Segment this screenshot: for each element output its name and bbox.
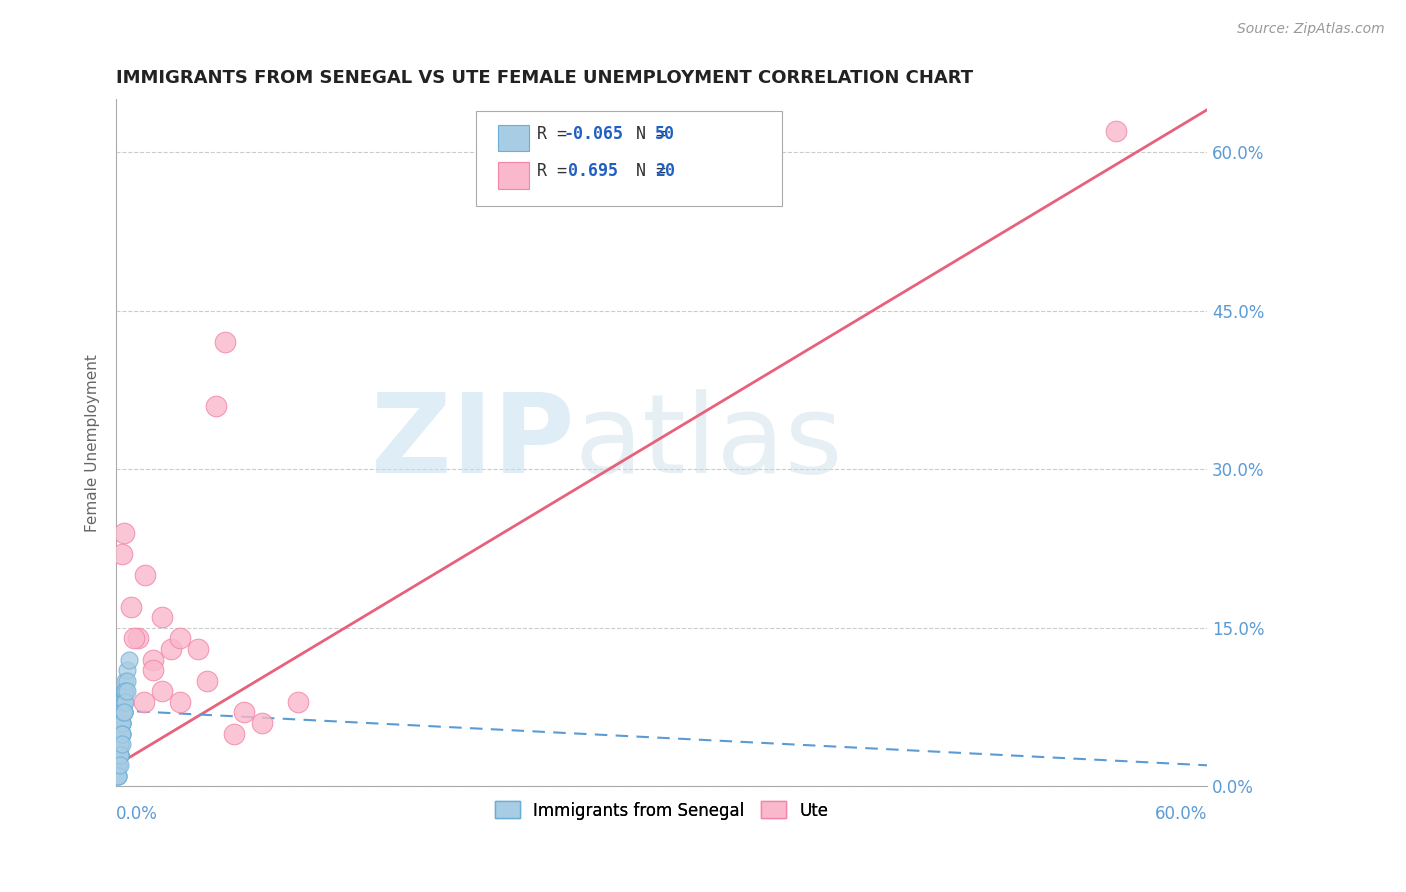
Point bbox=[107, 716, 129, 731]
Point bbox=[112, 706, 135, 720]
Point bbox=[132, 695, 155, 709]
Point bbox=[111, 547, 134, 561]
Point bbox=[287, 695, 309, 709]
Point bbox=[108, 747, 131, 762]
Point bbox=[108, 747, 131, 762]
Point bbox=[150, 684, 173, 698]
Text: N =: N = bbox=[616, 125, 676, 143]
Point bbox=[107, 758, 129, 772]
Point bbox=[112, 706, 135, 720]
Text: -0.065: -0.065 bbox=[564, 125, 623, 143]
Point bbox=[108, 747, 131, 762]
Text: atlas: atlas bbox=[575, 389, 844, 496]
Point bbox=[232, 706, 254, 720]
Point bbox=[108, 758, 131, 772]
Point bbox=[115, 663, 138, 677]
FancyBboxPatch shape bbox=[498, 162, 529, 188]
Text: 0.695: 0.695 bbox=[568, 162, 617, 180]
Point bbox=[114, 684, 136, 698]
Point bbox=[195, 673, 218, 688]
Point bbox=[111, 706, 134, 720]
Point bbox=[112, 695, 135, 709]
Point bbox=[107, 726, 129, 740]
Point bbox=[112, 706, 135, 720]
Point bbox=[112, 695, 135, 709]
Text: R =: R = bbox=[537, 125, 578, 143]
Point bbox=[115, 673, 138, 688]
Point bbox=[108, 737, 131, 751]
Point bbox=[142, 663, 165, 677]
FancyBboxPatch shape bbox=[498, 125, 529, 151]
Point bbox=[107, 737, 129, 751]
Point bbox=[112, 706, 135, 720]
Point bbox=[115, 684, 138, 698]
Point bbox=[124, 632, 146, 646]
Point bbox=[111, 726, 134, 740]
Point bbox=[108, 747, 131, 762]
Text: 20: 20 bbox=[655, 162, 675, 180]
Point bbox=[118, 652, 141, 666]
Point bbox=[142, 652, 165, 666]
Point bbox=[108, 737, 131, 751]
Point bbox=[150, 610, 173, 624]
Point bbox=[159, 642, 181, 657]
Point bbox=[169, 695, 191, 709]
Point bbox=[107, 758, 129, 772]
Point bbox=[111, 726, 134, 740]
Point bbox=[107, 769, 129, 783]
Point bbox=[108, 747, 131, 762]
Text: 50: 50 bbox=[655, 125, 675, 143]
Point bbox=[187, 642, 209, 657]
Point bbox=[111, 737, 134, 751]
Y-axis label: Female Unemployment: Female Unemployment bbox=[86, 354, 100, 532]
Point bbox=[111, 726, 134, 740]
Point bbox=[114, 695, 136, 709]
Point bbox=[107, 758, 129, 772]
Point bbox=[224, 726, 246, 740]
Point bbox=[111, 706, 134, 720]
Point bbox=[107, 758, 129, 772]
Text: IMMIGRANTS FROM SENEGAL VS UTE FEMALE UNEMPLOYMENT CORRELATION CHART: IMMIGRANTS FROM SENEGAL VS UTE FEMALE UN… bbox=[117, 69, 973, 87]
Point bbox=[111, 716, 134, 731]
Text: R =: R = bbox=[537, 162, 588, 180]
Text: Source: ZipAtlas.com: Source: ZipAtlas.com bbox=[1237, 22, 1385, 37]
Text: 0.0%: 0.0% bbox=[117, 805, 157, 823]
Text: 60.0%: 60.0% bbox=[1154, 805, 1208, 823]
Point bbox=[1105, 124, 1128, 138]
Point bbox=[108, 716, 131, 731]
FancyBboxPatch shape bbox=[477, 111, 782, 206]
Point bbox=[127, 632, 149, 646]
Point bbox=[108, 737, 131, 751]
Point bbox=[114, 684, 136, 698]
Point bbox=[111, 695, 134, 709]
Point bbox=[108, 737, 131, 751]
Point bbox=[205, 399, 228, 413]
Point bbox=[250, 716, 273, 731]
Point bbox=[214, 335, 236, 350]
Point bbox=[108, 706, 131, 720]
Point bbox=[169, 632, 191, 646]
Point bbox=[107, 747, 129, 762]
Point bbox=[111, 716, 134, 731]
Legend: Immigrants from Senegal, Ute: Immigrants from Senegal, Ute bbox=[488, 795, 835, 826]
Point bbox=[112, 684, 135, 698]
Point bbox=[111, 716, 134, 731]
Text: ZIP: ZIP bbox=[371, 389, 575, 496]
Point bbox=[107, 769, 129, 783]
Point bbox=[112, 525, 135, 540]
Point bbox=[120, 599, 142, 614]
Point bbox=[134, 568, 156, 582]
Point bbox=[107, 769, 129, 783]
Point bbox=[111, 716, 134, 731]
Point bbox=[108, 726, 131, 740]
Text: N =: N = bbox=[616, 162, 676, 180]
Point bbox=[114, 673, 136, 688]
